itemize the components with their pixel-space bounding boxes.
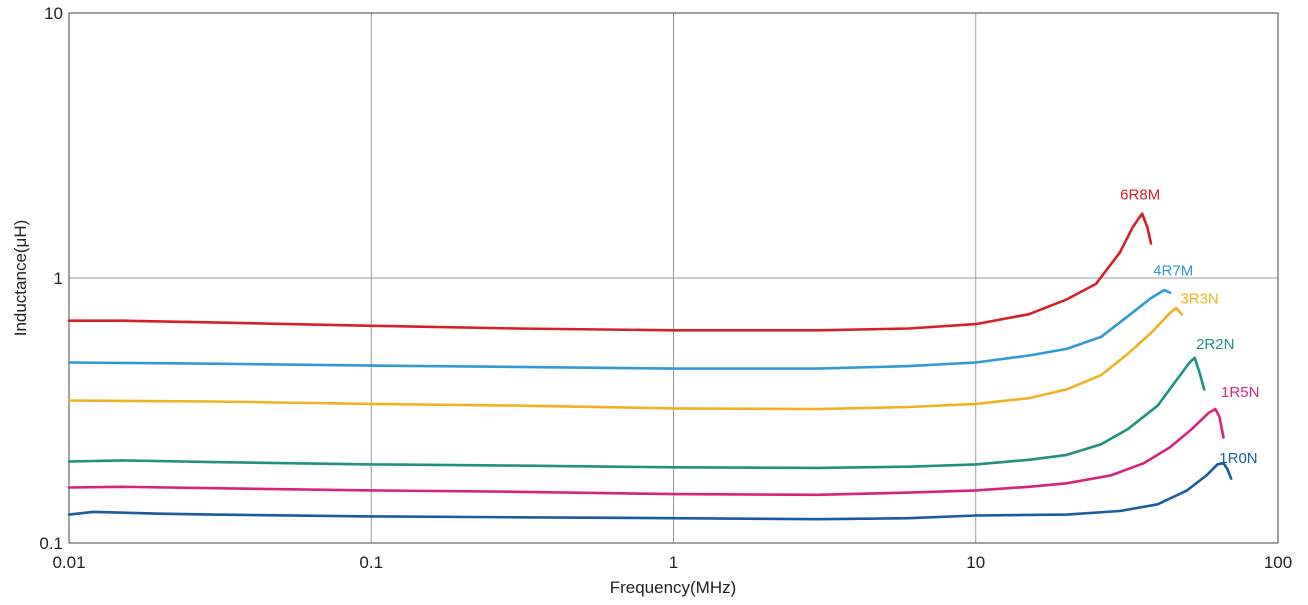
series-label-2r2n: 2R2N xyxy=(1196,336,1234,353)
y-axis-ticks: 0.1 1 10 xyxy=(39,4,63,553)
plot-frame xyxy=(68,12,1279,544)
series-lines xyxy=(67,212,1233,521)
grid xyxy=(69,13,1278,543)
series-line-3r3n xyxy=(67,306,1183,411)
series-line-6r8m xyxy=(67,212,1153,332)
x-tick-label: 10 xyxy=(966,553,985,572)
series-label-6r8m: 6R8M xyxy=(1120,186,1160,203)
x-axis-ticks: 0.01 0.1 1 10 100 xyxy=(52,553,1292,572)
x-tick-label: 100 xyxy=(1264,553,1292,572)
series-line-2r2n xyxy=(67,356,1206,470)
series-labels: 6R8M 4R7M 3R3N 2R2N 1R5N 1R0N xyxy=(1120,186,1259,467)
y-tick-label: 10 xyxy=(44,4,63,23)
x-tick-label: 0.01 xyxy=(52,553,85,572)
x-tick-label: 1 xyxy=(669,553,678,572)
x-axis-label: Frequency(MHz) xyxy=(610,578,737,597)
y-axis-label: Inductance(μH) xyxy=(11,220,30,337)
series-line-4r7m xyxy=(67,288,1172,370)
series-label-4r7m: 4R7M xyxy=(1153,263,1193,280)
y-tick-label: 1 xyxy=(54,269,63,288)
series-line-1r0n xyxy=(67,461,1233,521)
series-line-1r5n xyxy=(67,407,1225,497)
series-label-1r5n: 1R5N xyxy=(1221,384,1259,401)
series-label-1r0n: 1R0N xyxy=(1219,450,1257,467)
x-tick-label: 0.1 xyxy=(359,553,383,572)
series-label-3r3n: 3R3N xyxy=(1180,291,1218,308)
y-tick-label: 0.1 xyxy=(39,534,63,553)
